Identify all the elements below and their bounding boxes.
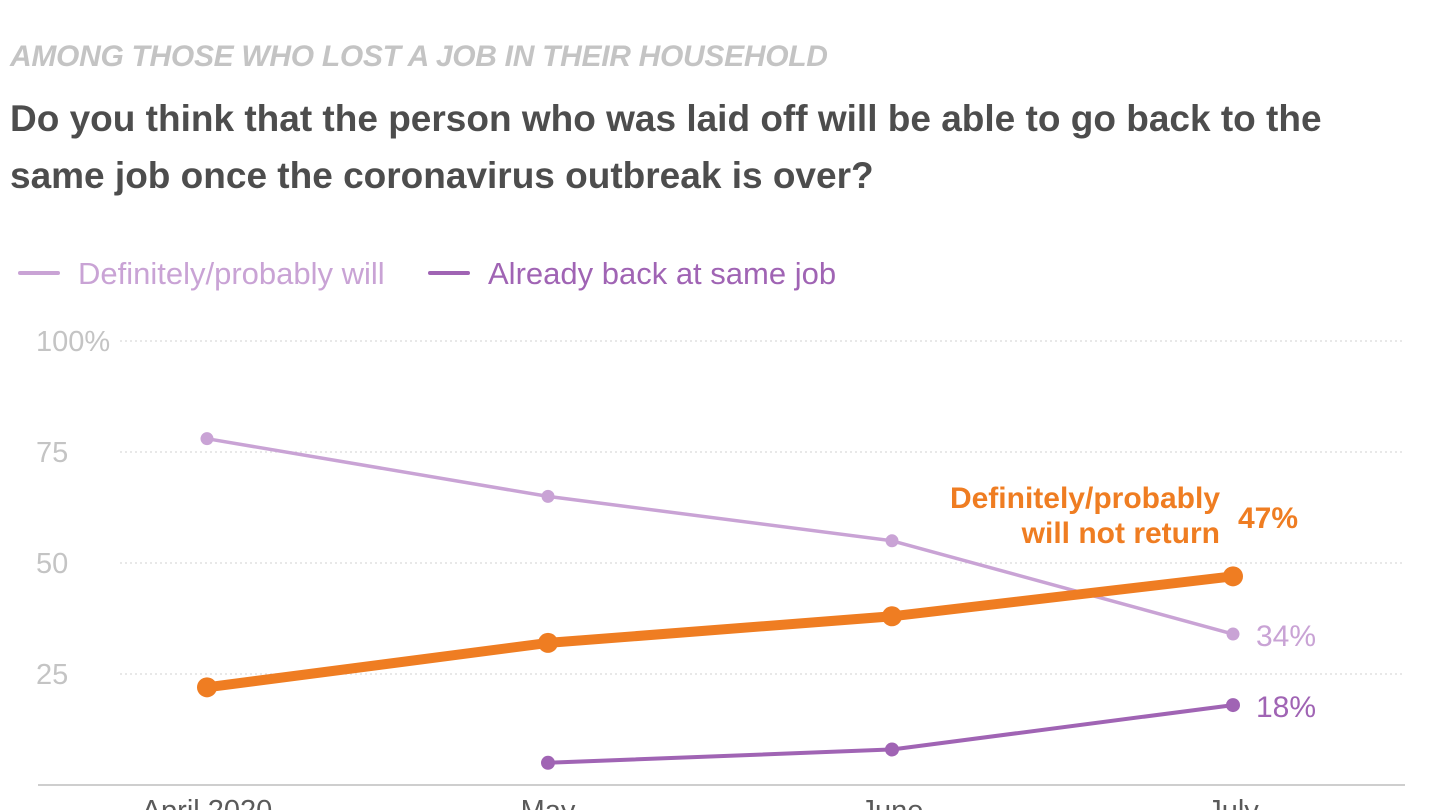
series-line-1	[205, 436, 1235, 636]
y-tick-label-75: 75	[36, 437, 68, 469]
series-annotation-line-2: will not return	[1021, 517, 1220, 550]
end-label-series-2: 47%	[1238, 502, 1298, 535]
x-tick-label-1: April 2020	[142, 795, 273, 810]
data-point-2-3	[882, 606, 902, 627]
chart-kicker: AMONG THOSE WHO LOST A JOB IN THEIR HOUS…	[10, 40, 828, 73]
data-point-3-2	[885, 742, 899, 757]
legend-label-2: Already back at same job	[488, 256, 836, 291]
series-line-2	[202, 571, 1238, 693]
series-annotation-line-1: Definitely/probably	[950, 482, 1220, 515]
data-point-1-3	[885, 534, 899, 548]
x-tick-label-2: May	[521, 795, 576, 810]
data-point-2-1	[197, 677, 217, 698]
y-tick-label-50: 50	[36, 548, 68, 580]
x-tick-label-3: June	[861, 795, 924, 810]
legend-label-1: Definitely/probably will	[78, 256, 385, 291]
data-point-2-4	[1223, 566, 1243, 587]
data-point-2-2	[538, 632, 558, 653]
y-tick-label-25: 25	[36, 659, 68, 691]
end-label-series-1: 34%	[1256, 620, 1316, 653]
data-point-3-1	[541, 755, 555, 770]
data-point-1-2	[541, 489, 555, 503]
y-tick-label-100: 100%	[36, 326, 110, 358]
end-label-series-3: 18%	[1256, 691, 1316, 724]
data-point-1-1	[200, 432, 214, 446]
data-point-1-4	[1226, 627, 1240, 641]
x-tick-label-4: July	[1207, 795, 1259, 810]
chart-title: Do you think that the person who was lai…	[10, 98, 1322, 196]
data-point-3-3	[1226, 698, 1240, 713]
